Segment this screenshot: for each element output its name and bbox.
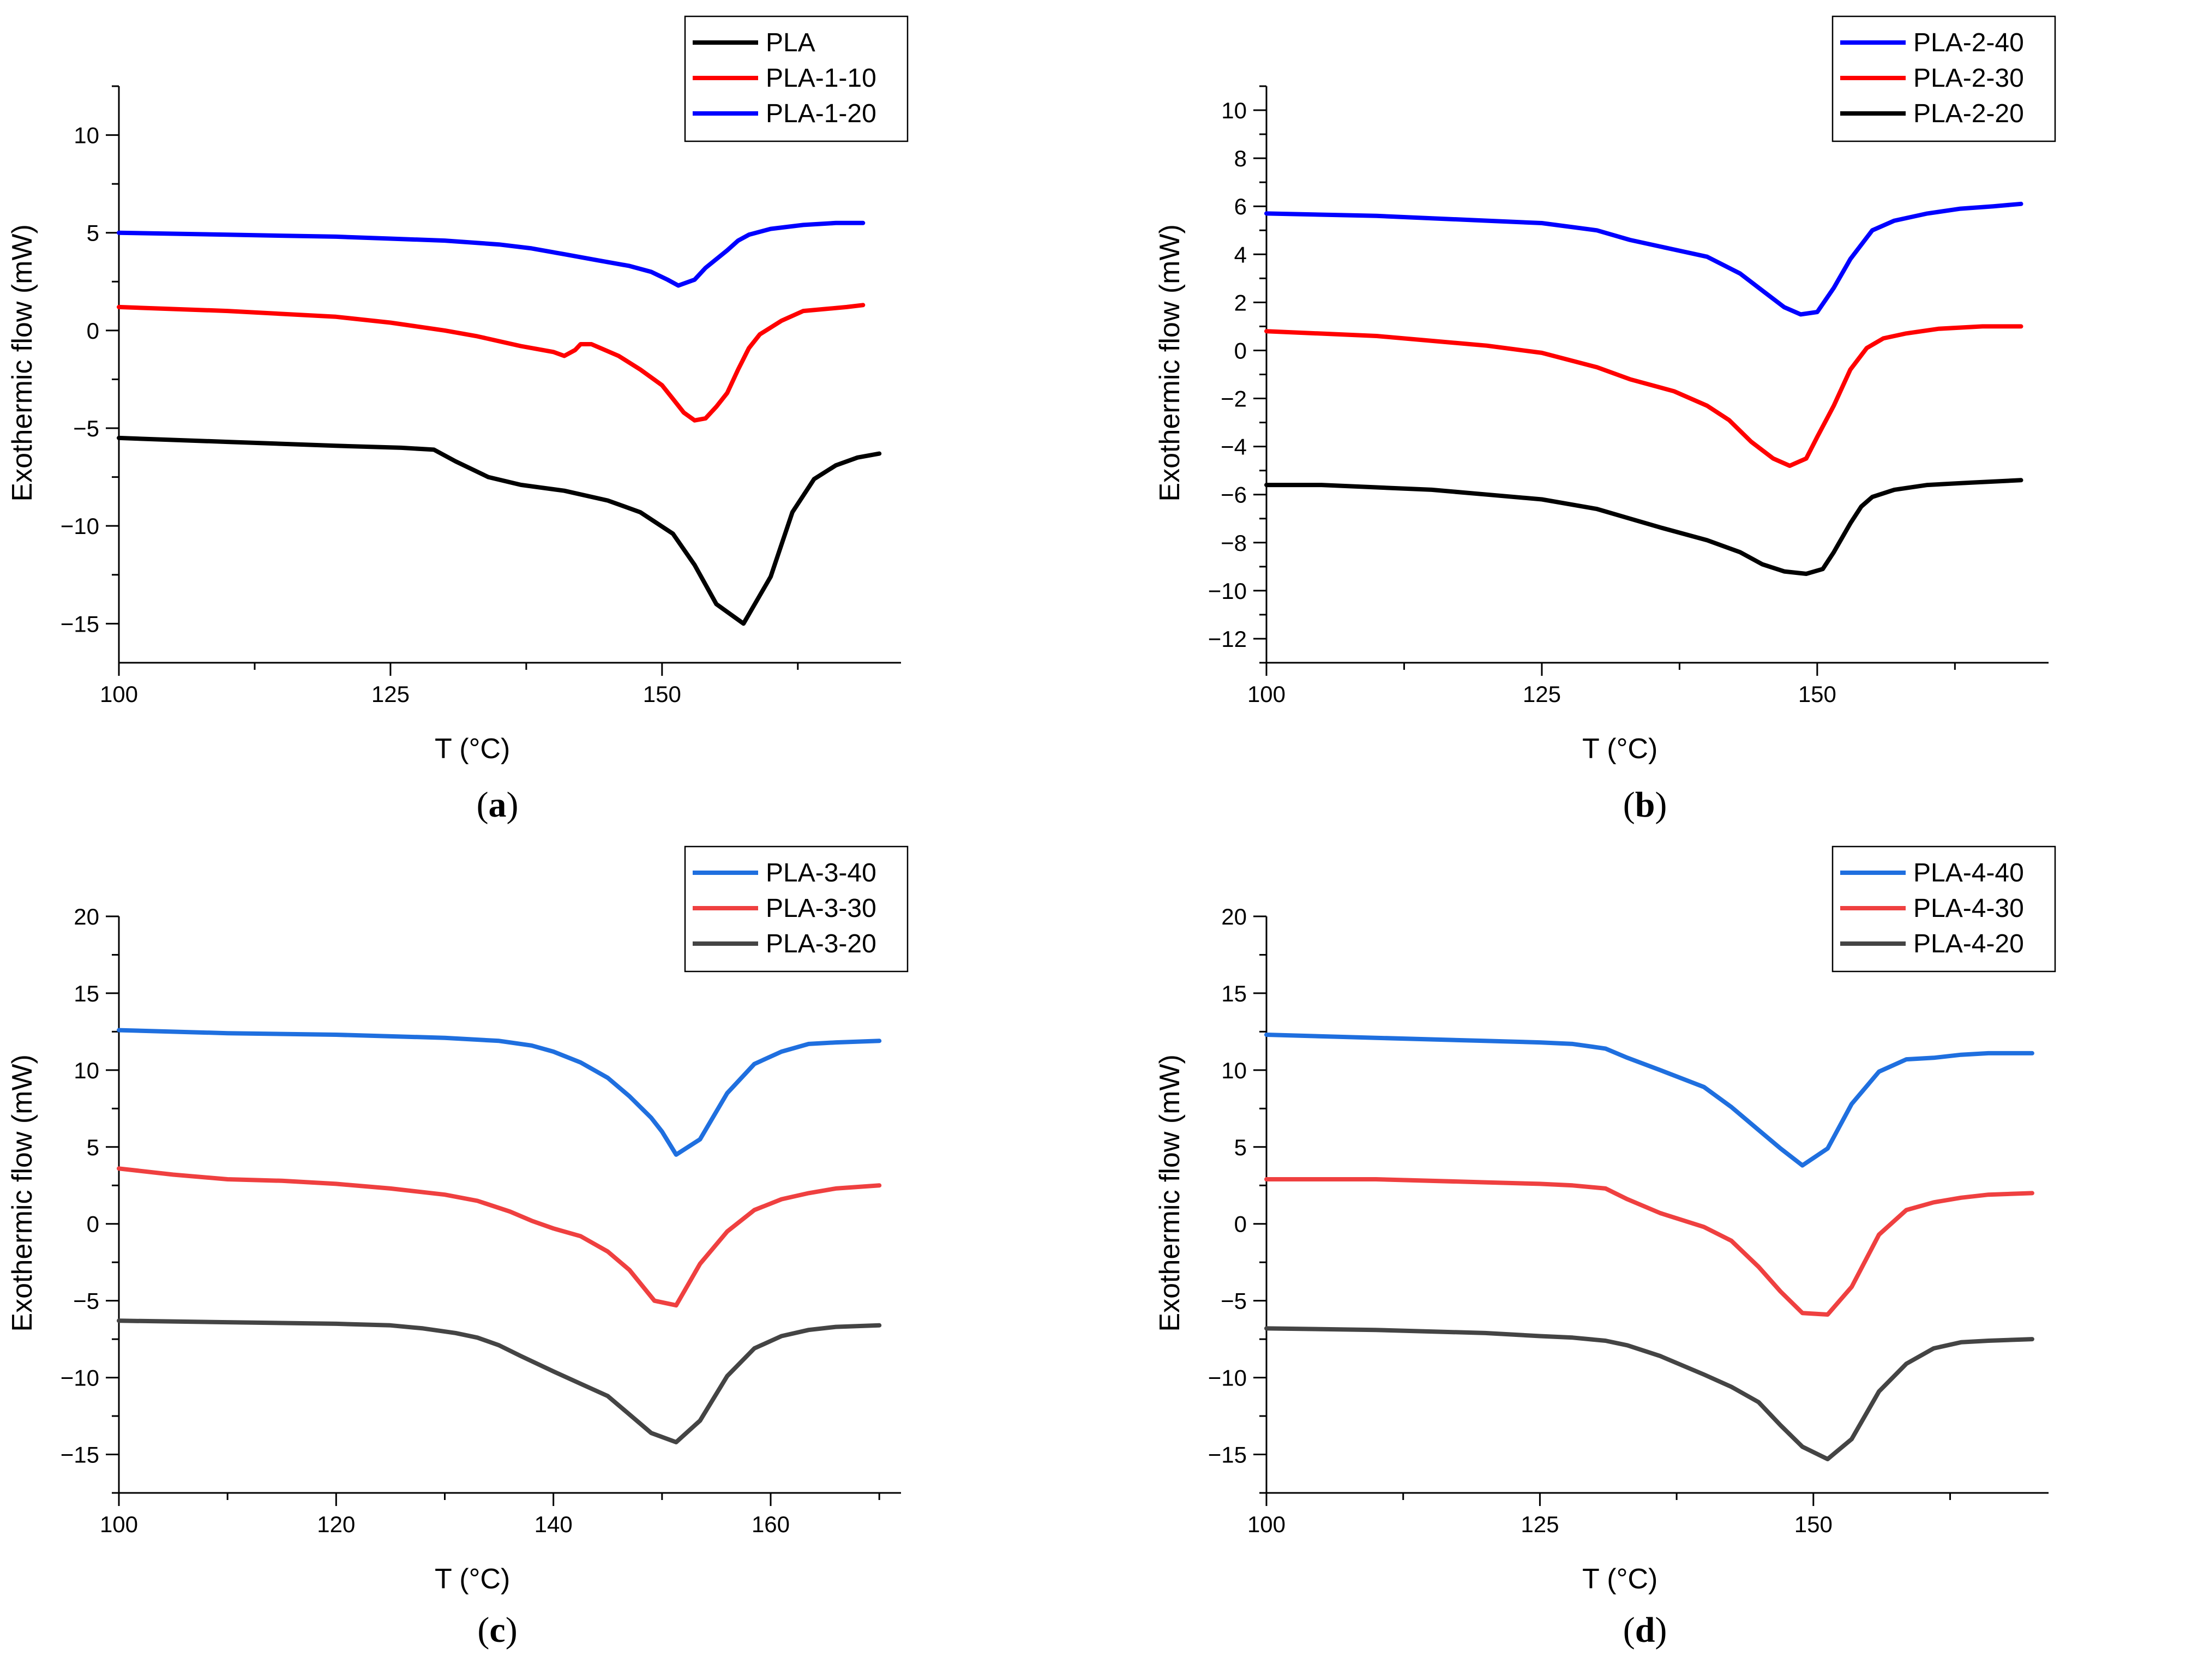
chart-panel-b: 100 125 150 −12 −10 −8 −6 −4 −2 0 2 4 6 8 10 T (°C) Exot… [1154, 15, 2056, 825]
legend-label: PLA-4-40 [1913, 859, 2024, 887]
y-tick-label: −12 [1208, 626, 1247, 652]
series-line-PLA-1-10 [117, 303, 866, 423]
y-tick-label: −10 [1208, 578, 1247, 604]
legend-label: PLA-2-30 [1913, 64, 2024, 93]
x-tick-label: 150 [643, 681, 681, 707]
series-line-PLA-2-30 [1264, 324, 2023, 468]
panel-caption: (b) [1623, 785, 1667, 825]
x-tick-label: 100 [1247, 681, 1286, 707]
series-line-PLA-2-20 [1264, 478, 2023, 576]
x-axis-label: T (°C) [1582, 733, 1657, 765]
chart-panel-d: 100 125 150 −15 −10 −5 0 5 10 15 20 T (°C) Exothermi… [1154, 845, 2056, 1650]
legend-label: PLA-3-20 [766, 929, 876, 958]
panel-caption: (d) [1623, 1610, 1667, 1650]
y-tick-label: 0 [1234, 1211, 1247, 1237]
series-line-PLA-4-30 [1264, 1177, 2034, 1317]
y-tick-label: 0 [87, 318, 99, 344]
y-tick-label: −5 [73, 1288, 99, 1314]
x-tick-label: 125 [1523, 681, 1561, 707]
y-tick-label: −15 [61, 611, 99, 637]
series-line-PLA-3-30 [117, 1166, 882, 1308]
series-line-PLA-1-20 [117, 220, 866, 288]
legend-label: PLA-2-20 [1913, 99, 2024, 128]
y-tick-label: 10 [1221, 1058, 1247, 1083]
legend: PLA-3-40 PLA-3-30 PLA-3-20 [684, 845, 909, 973]
panel-caption-letter: c [489, 1610, 505, 1650]
x-tick-label: 140 [535, 1511, 573, 1537]
legend: PLA PLA-1-10 PLA-1-20 [684, 15, 909, 142]
legend-label: PLA-1-10 [766, 64, 876, 93]
y-tick-label: 5 [1234, 1135, 1247, 1160]
y-tick-label: 8 [1234, 146, 1247, 171]
y-tick-label: −10 [61, 1365, 99, 1391]
y-tick-label: −5 [73, 416, 99, 441]
y-axis-label: Exothermic flow (mW) [1154, 224, 1186, 501]
y-tick-label: 0 [1234, 338, 1247, 363]
panel-caption: (a) [477, 785, 519, 825]
y-tick-label: 15 [74, 981, 99, 1006]
y-tick-label: 10 [1221, 98, 1247, 123]
x-tick-label: 120 [317, 1511, 355, 1537]
x-tick-label: 100 [1247, 1511, 1286, 1537]
series-line-PLA-3-40 [117, 1028, 882, 1157]
y-tick-label: 6 [1234, 194, 1247, 219]
chart-panel-c: 100 120 140 160 −15 −10 −5 0 5 10 15 20 T (°C) Exothe… [7, 845, 909, 1650]
y-tick-label: 20 [1221, 904, 1247, 929]
y-tick-label: −4 [1221, 434, 1247, 460]
y-tick-label: −15 [1208, 1442, 1247, 1468]
y-tick-label: −2 [1221, 386, 1247, 412]
legend-label: PLA-3-40 [766, 859, 876, 887]
series-line-PLA-3-20 [117, 1318, 882, 1444]
y-tick-label: −10 [1208, 1365, 1247, 1391]
y-tick-label: 5 [87, 220, 99, 246]
panel-caption: (c) [477, 1610, 517, 1650]
panel-caption-letter: d [1635, 1610, 1655, 1650]
x-tick-label: 100 [100, 1511, 138, 1537]
y-tick-label: 2 [1234, 290, 1247, 315]
legend-label: PLA-2-40 [1913, 28, 2024, 57]
x-tick-label: 150 [1798, 681, 1836, 707]
x-axis-label: T (°C) [435, 1563, 510, 1595]
y-tick-label: −6 [1221, 482, 1247, 508]
y-tick-label: 10 [74, 123, 99, 148]
y-axis-label: Exothermic flow (mW) [7, 224, 38, 501]
y-tick-label: 5 [87, 1135, 99, 1160]
y-tick-label: 15 [1221, 981, 1247, 1006]
y-tick-label: 4 [1234, 242, 1247, 267]
x-tick-label: 150 [1794, 1511, 1833, 1537]
x-tick-label: 160 [752, 1511, 790, 1537]
x-tick-label: 125 [371, 681, 410, 707]
legend-label: PLA-3-30 [766, 894, 876, 923]
series-line-PLA-2-40 [1264, 201, 2023, 317]
x-tick-label: 125 [1521, 1511, 1559, 1537]
y-tick-label: −5 [1221, 1288, 1247, 1314]
y-tick-label: 10 [74, 1058, 99, 1083]
series-line-PLA [117, 435, 882, 626]
series-line-PLA-4-20 [1264, 1326, 2034, 1461]
legend-label: PLA-1-20 [766, 99, 876, 128]
legend-label: PLA [766, 28, 815, 57]
panel-caption-letter: b [1635, 785, 1655, 825]
legend: PLA-4-40 PLA-4-30 PLA-4-20 [1831, 845, 2056, 973]
chart-panel-a: 100 125 150 −15 −10 −5 0 5 10 T (°C) Exothermic fl… [7, 15, 909, 825]
y-axis-label: Exothermic flow (mW) [7, 1054, 38, 1331]
y-tick-label: −8 [1221, 530, 1247, 556]
y-tick-label: −15 [61, 1442, 99, 1468]
series-line-PLA-4-40 [1264, 1033, 2034, 1168]
x-axis-label: T (°C) [435, 733, 510, 765]
legend: PLA-2-40 PLA-2-30 PLA-2-20 [1831, 15, 2056, 142]
x-tick-label: 100 [100, 681, 138, 707]
legend-label: PLA-4-30 [1913, 894, 2024, 923]
x-axis-label: T (°C) [1582, 1563, 1657, 1595]
y-tick-label: 20 [74, 904, 99, 929]
legend-label: PLA-4-20 [1913, 929, 2024, 958]
panel-caption-letter: a [489, 785, 507, 825]
y-tick-label: 0 [87, 1211, 99, 1237]
y-axis-label: Exothermic flow (mW) [1154, 1054, 1186, 1331]
y-tick-label: −10 [61, 513, 99, 539]
